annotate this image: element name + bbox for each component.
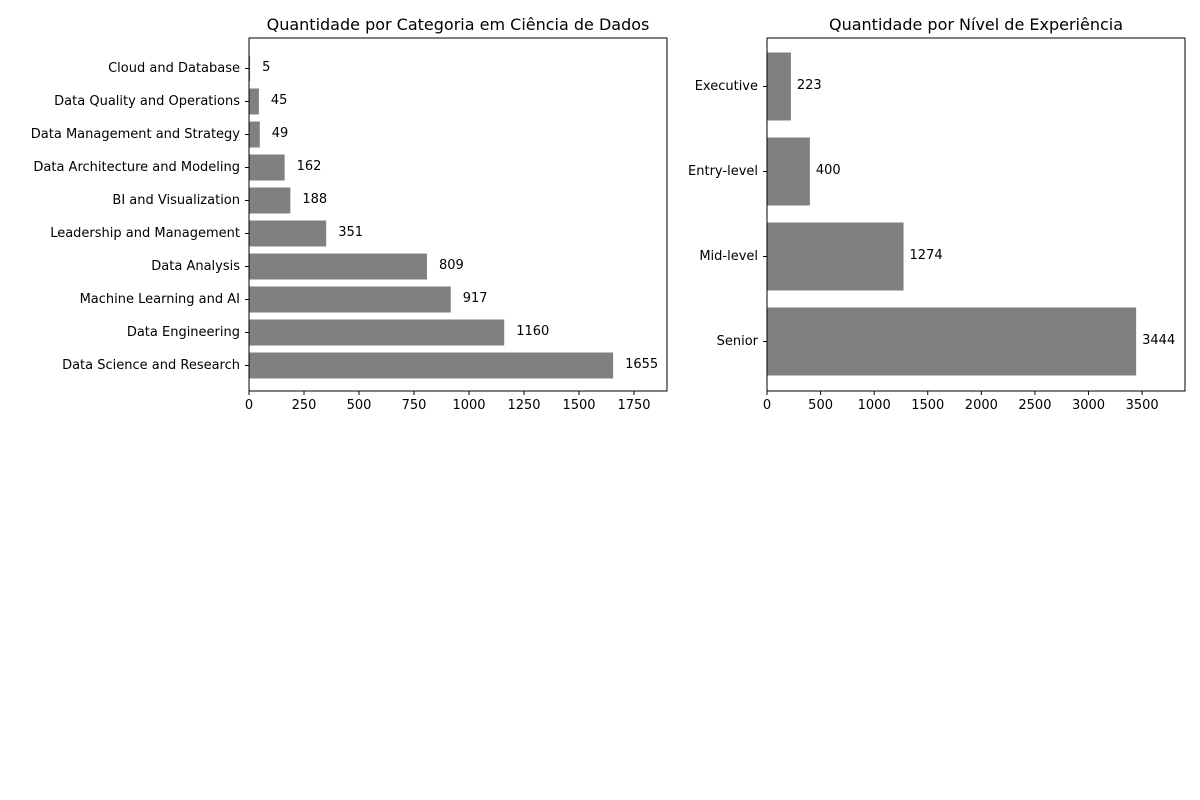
category-data-label: 45	[271, 93, 288, 108]
category-category-label: Data Analysis	[151, 259, 240, 274]
experience-bar	[767, 307, 1137, 376]
category-value-labels: 1655 1160 917 809 351 188 162 49 45 5	[262, 60, 658, 372]
category-category-label: Cloud and Database	[108, 61, 240, 76]
category-data-label: 188	[302, 192, 327, 207]
category-data-label: 1655	[625, 357, 658, 372]
category-bar	[249, 55, 251, 82]
experience-bar	[767, 137, 810, 206]
experience-bar	[767, 222, 904, 291]
category-category-labels: Data Science and Research Data Engineerin…	[31, 61, 249, 373]
category-x-tick-label: 1750	[617, 398, 650, 413]
category-category-label: Data Quality and Operations	[54, 94, 240, 109]
category-x-tick-label: 250	[292, 398, 317, 413]
category-x-tick-label: 1250	[507, 398, 540, 413]
category-bar	[249, 154, 285, 181]
experience-x-tick-label: 2500	[1018, 398, 1051, 413]
category-bar	[249, 88, 259, 115]
category-bar	[249, 352, 614, 379]
experience-category-label: Senior	[717, 334, 759, 349]
experience-data-label: 400	[816, 163, 841, 178]
category-x-tick-label: 0	[245, 398, 253, 413]
category-bar	[249, 286, 451, 313]
experience-chart-title: Quantidade por Nível de Experiência	[829, 15, 1123, 34]
category-bar	[249, 253, 427, 280]
category-data-label: 1160	[516, 324, 549, 339]
category-bar	[249, 121, 260, 148]
experience-category-label: Entry-level	[688, 164, 758, 179]
experience-x-tick-label: 500	[808, 398, 833, 413]
category-data-label: 809	[439, 258, 464, 273]
experience-x-tick-label: 1000	[858, 398, 891, 413]
category-category-label: Data Architecture and Modeling	[33, 160, 240, 175]
category-data-label: 351	[338, 225, 363, 240]
category-category-label: BI and Visualization	[112, 193, 240, 208]
experience-bars	[767, 52, 1137, 376]
experience-value-labels: 3444 1274 400 223	[797, 78, 1175, 348]
experience-data-label: 223	[797, 78, 822, 93]
experience-plot-frame	[766, 37, 1186, 392]
category-data-label: 5	[262, 60, 270, 75]
experience-x-tick-label: 2000	[965, 398, 998, 413]
category-category-label: Data Management and Strategy	[31, 127, 241, 142]
category-category-label: Data Engineering	[127, 325, 240, 340]
category-category-label: Machine Learning and AI	[80, 292, 240, 307]
experience-category-label: Mid-level	[699, 249, 758, 264]
experience-category-label: Executive	[695, 79, 758, 94]
category-x-tick-label: 500	[347, 398, 372, 413]
experience-x-tick-label: 0	[763, 398, 771, 413]
category-x-tick-label: 1500	[562, 398, 595, 413]
category-data-label: 917	[463, 291, 488, 306]
category-category-label: Leadership and Management	[50, 226, 240, 241]
category-bar	[249, 187, 291, 214]
category-bar	[249, 319, 505, 346]
category-x-tick-label: 750	[402, 398, 427, 413]
experience-x-tick-label: 1500	[911, 398, 944, 413]
experience-x-tick-label: 3500	[1126, 398, 1159, 413]
category-chart-title: Quantidade por Categoria em Ciência de D…	[267, 15, 650, 34]
category-chart: Quantidade por Categoria em Ciência de D…	[31, 15, 668, 413]
experience-category-labels: Senior Mid-level Entry-level Executive	[688, 79, 767, 349]
experience-bar	[767, 52, 791, 121]
category-category-label: Data Science and Research	[62, 358, 240, 373]
category-data-label: 49	[272, 126, 289, 141]
experience-data-label: 1274	[910, 248, 943, 263]
category-bar	[249, 220, 327, 247]
experience-data-label: 3444	[1142, 333, 1175, 348]
experience-x-axis-ticks: 0 500 1000 1500 2000 2500 3000 3500	[763, 391, 1159, 413]
category-x-tick-label: 1000	[452, 398, 485, 413]
category-data-label: 162	[297, 159, 322, 174]
experience-chart: Quantidade por Nível de Experiência Seni…	[688, 15, 1186, 413]
experience-x-tick-label: 3000	[1072, 398, 1105, 413]
category-bars	[249, 55, 614, 379]
category-plot-frame	[248, 37, 668, 392]
category-x-axis-ticks: 0 250 500 750 1000 1250 1500 1750	[245, 391, 651, 413]
